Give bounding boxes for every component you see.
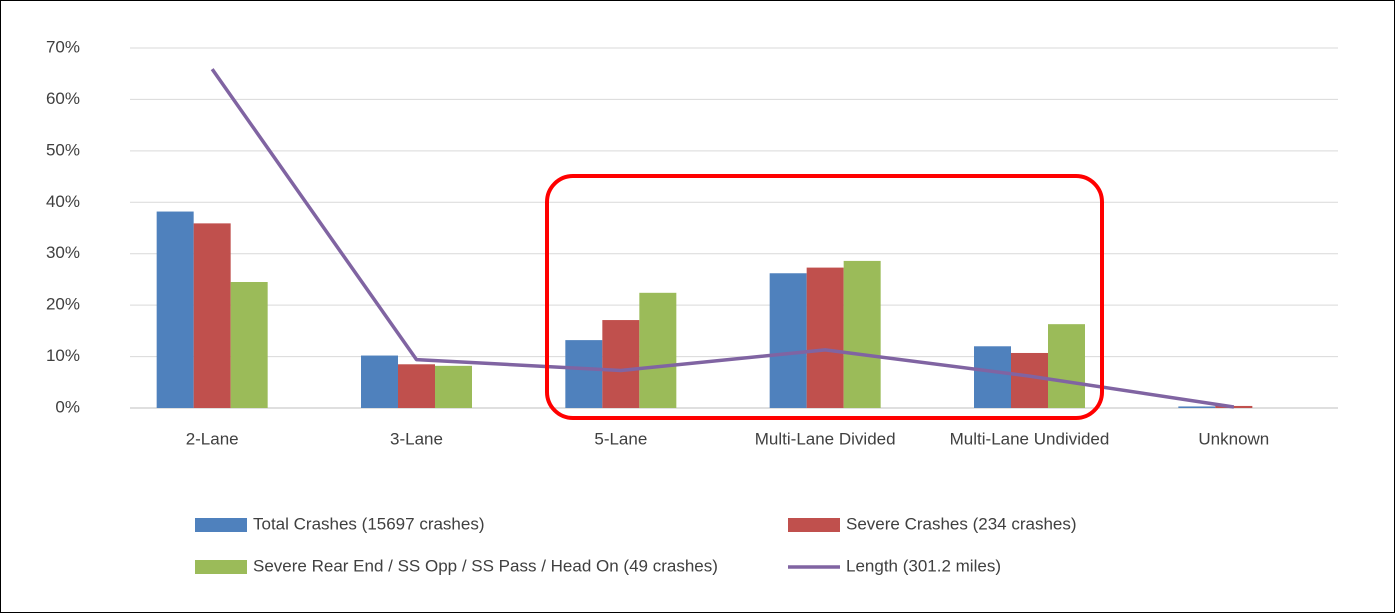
legend-label: Total Crashes (15697 crashes) [253, 514, 485, 533]
legend-swatch [788, 518, 840, 532]
legend-swatch [195, 518, 247, 532]
bar [156, 211, 194, 408]
bar [602, 320, 640, 408]
legend-label: Length (301.2 miles) [846, 556, 1001, 575]
bar [769, 273, 807, 408]
bar [843, 260, 881, 408]
bar [565, 340, 603, 408]
y-tick-label: 50% [46, 140, 80, 159]
bar [974, 346, 1011, 408]
legend-swatch [195, 560, 247, 574]
bar [435, 365, 472, 408]
x-tick-label: 3-Lane [390, 429, 443, 448]
legend-label: Severe Crashes (234 crashes) [846, 514, 1077, 533]
x-tick-label: Multi-Lane Divided [755, 429, 896, 448]
labels: 0% 10% 20% 30% 40% 50% 60% 70% 2-Lane 3-Lane 5-Lan… [46, 37, 1269, 575]
x-tick-label: 5-Lane [594, 429, 647, 448]
bar [806, 267, 844, 408]
y-tick-label: 0% [55, 397, 80, 416]
y-tick-label: 20% [46, 295, 80, 314]
lines [210, 68, 1235, 409]
y-tick-label: 30% [46, 243, 80, 262]
grid [130, 47, 1338, 409]
y-tick-label: 40% [46, 192, 80, 211]
x-tick-label: Multi-Lane Undivided [950, 429, 1110, 448]
x-tick-label: 2-Lane [186, 429, 239, 448]
bar [193, 223, 231, 408]
y-tick-label: 60% [46, 89, 80, 108]
legend-label: Severe Rear End / SS Opp / SS Pass / Hea… [253, 556, 718, 575]
y-tick-label: 10% [46, 346, 80, 365]
bar [639, 292, 677, 408]
bar [1011, 352, 1048, 408]
bar [230, 282, 268, 408]
highlight-box [545, 174, 1104, 420]
bar [398, 364, 435, 408]
x-tick-label: Unknown [1198, 429, 1269, 448]
line [210, 68, 1235, 409]
y-tick-label: 70% [46, 37, 80, 56]
bar [1178, 406, 1216, 408]
bar [1048, 324, 1085, 408]
bars [156, 211, 1253, 408]
bar [361, 355, 398, 408]
